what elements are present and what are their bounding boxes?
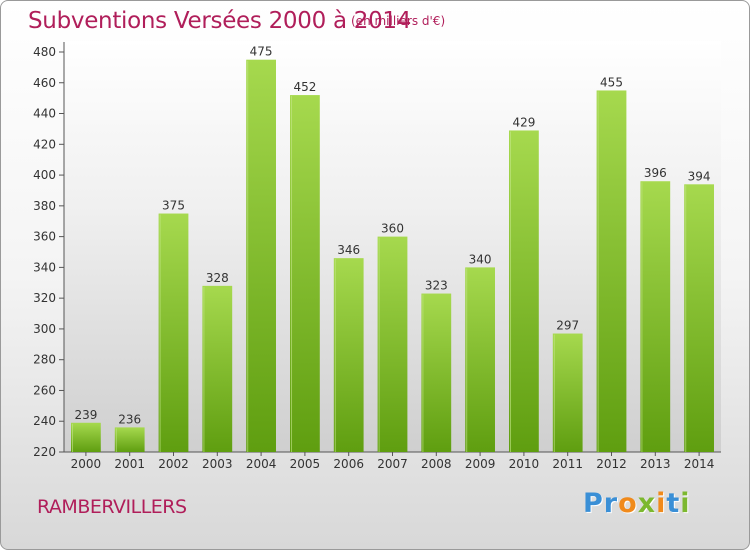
proxiti-logo: Proxiti <box>583 488 691 519</box>
bar-value-label: 236 <box>118 412 141 426</box>
y-tick-label: 260 <box>33 383 56 397</box>
bar <box>377 236 408 452</box>
bar-value-label: 323 <box>425 279 448 293</box>
x-tick-label: 2013 <box>640 457 671 471</box>
bar <box>552 333 583 452</box>
y-tick-label: 480 <box>33 45 56 59</box>
logo-letter: i <box>656 488 667 519</box>
y-tick-label: 420 <box>33 137 56 151</box>
x-tick-label: 2001 <box>114 457 145 471</box>
bar <box>465 267 495 452</box>
bar-value-label: 394 <box>688 169 711 183</box>
y-tick-label: 220 <box>33 445 56 459</box>
bar <box>684 184 714 453</box>
x-tick-label: 2000 <box>71 457 102 471</box>
bar <box>158 213 189 452</box>
x-tick-label: 2009 <box>465 457 496 471</box>
x-tick-label: 2011 <box>552 457 583 471</box>
bar-value-label: 475 <box>250 45 273 59</box>
y-tick-label: 360 <box>33 230 56 244</box>
bar-value-label: 328 <box>206 271 229 285</box>
y-tick-label: 300 <box>33 322 56 336</box>
unit-note: (en milliers d'€) <box>351 14 446 28</box>
y-tick-label: 380 <box>33 199 56 213</box>
bar-value-label: 455 <box>600 75 623 89</box>
bar <box>290 95 320 453</box>
commune-name: RAMBERVILLERS <box>37 496 187 518</box>
x-tick-label: 2007 <box>377 457 408 471</box>
bar <box>333 258 364 452</box>
bar-value-label: 360 <box>381 222 404 236</box>
y-tick-label: 320 <box>33 291 56 305</box>
x-tick-label: 2014 <box>684 457 715 471</box>
bar <box>71 422 101 452</box>
bar <box>596 90 627 452</box>
y-tick-label: 240 <box>33 414 56 428</box>
y-tick-label: 280 <box>33 353 56 367</box>
logo-letter: P <box>583 488 604 519</box>
bar <box>202 285 233 452</box>
y-tick-label: 440 <box>33 107 56 121</box>
bar <box>246 59 276 452</box>
bar-value-label: 340 <box>469 252 492 266</box>
chart-title: Subventions Versées 2000 à 2014 <box>28 8 412 34</box>
x-tick-label: 2012 <box>596 457 627 471</box>
x-tick-label: 2004 <box>246 457 277 471</box>
x-tick-label: 2005 <box>290 457 321 471</box>
logo-letter: o <box>618 488 638 519</box>
logo-letter: i <box>680 488 691 519</box>
bar-value-label: 375 <box>162 199 185 213</box>
x-tick-label: 2010 <box>509 457 540 471</box>
x-tick-label: 2002 <box>158 457 189 471</box>
bar-value-label: 346 <box>337 243 360 257</box>
y-tick-label: 400 <box>33 168 56 182</box>
x-tick-label: 2008 <box>421 457 452 471</box>
y-tick-label: 460 <box>33 76 56 90</box>
bar <box>421 293 452 452</box>
logo-letter: t <box>666 488 681 519</box>
bar-value-label: 429 <box>512 115 535 129</box>
x-tick-label: 2003 <box>202 457 233 471</box>
bar <box>640 181 671 452</box>
y-tick-label: 340 <box>33 260 56 274</box>
bar-value-label: 297 <box>556 319 579 333</box>
logo-letter: r <box>603 488 619 519</box>
bar <box>114 427 145 452</box>
logo-letter: x <box>637 488 657 519</box>
bar-value-label: 452 <box>293 80 316 94</box>
bar-value-label: 396 <box>644 166 667 180</box>
x-tick-label: 2006 <box>333 457 364 471</box>
bar <box>509 130 539 452</box>
bar-value-label: 239 <box>74 408 97 422</box>
